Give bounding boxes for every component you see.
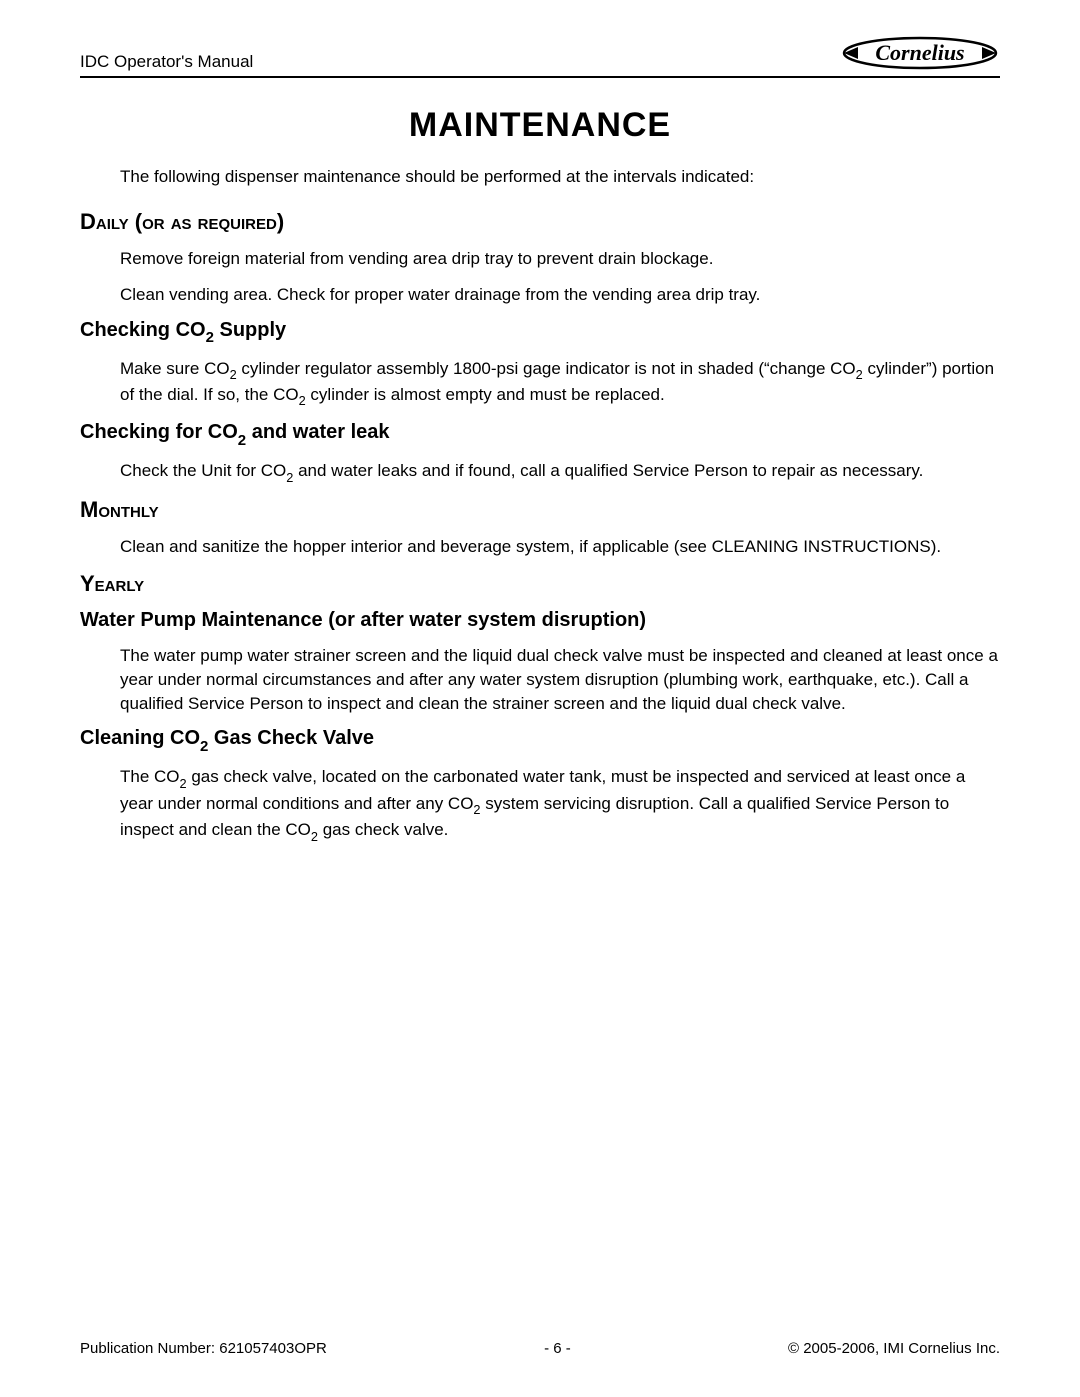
heading-text-post: Gas Check Valve: [208, 727, 374, 749]
text-segment: gas check valve.: [318, 820, 448, 839]
page-container: IDC Operator's Manual Cornelius MAINTENA…: [0, 0, 1080, 896]
text-segment: cylinder regulator assembly 1800-psi gag…: [237, 359, 856, 378]
page-header: IDC Operator's Manual Cornelius: [80, 34, 1000, 78]
monthly-p1: Clean and sanitize the hopper interior a…: [120, 535, 1000, 559]
page-footer: Publication Number: 621057403OPR - 6 - ©…: [80, 1340, 1000, 1357]
heading-text-post: Supply: [214, 319, 286, 341]
text-sub: 2: [856, 367, 863, 382]
footer-center: - 6 -: [544, 1340, 571, 1357]
heading-text-post: and water leak: [246, 421, 389, 443]
text-segment: The CO: [120, 767, 180, 786]
co2-leak-heading: Checking for CO2 and water leak: [80, 421, 1000, 447]
text-segment: and water leaks and if found, call a qua…: [293, 461, 923, 480]
footer-right: © 2005-2006, IMI Cornelius Inc.: [788, 1340, 1000, 1357]
daily-p1: Remove foreign material from vending are…: [120, 247, 1000, 271]
yearly-heading: Yearly: [80, 571, 1000, 597]
water-pump-heading: Water Pump Maintenance (or after water s…: [80, 609, 1000, 632]
heading-text-pre: Checking for CO: [80, 421, 238, 443]
heading-sub: 2: [200, 738, 208, 755]
text-segment: Check the Unit for CO: [120, 461, 286, 480]
co2-supply-p1: Make sure CO2 cylinder regulator assembl…: [120, 357, 1000, 409]
text-sub: 2: [230, 367, 237, 382]
cornelius-logo: Cornelius: [840, 34, 1000, 72]
heading-sub: 2: [206, 329, 214, 346]
cleaning-co2-heading: Cleaning CO2 Gas Check Valve: [80, 727, 1000, 753]
monthly-heading: Monthly: [80, 497, 1000, 523]
text-sub: 2: [473, 802, 480, 817]
daily-p2: Clean vending area. Check for proper wat…: [120, 283, 1000, 307]
text-sub: 2: [286, 470, 293, 485]
heading-text-pre: Checking CO: [80, 319, 206, 341]
text-segment: cylinder is almost empty and must be rep…: [306, 385, 665, 404]
text-sub: 2: [311, 829, 318, 844]
text-sub: 2: [299, 393, 306, 408]
co2-leak-p1: Check the Unit for CO2 and water leaks a…: [120, 459, 1000, 485]
text-segment: Make sure CO: [120, 359, 230, 378]
svg-text:Cornelius: Cornelius: [875, 40, 964, 65]
daily-heading: Daily (or as required): [80, 209, 1000, 235]
water-pump-p1: The water pump water strainer screen and…: [120, 644, 1000, 715]
main-title: MAINTENANCE: [80, 106, 1000, 145]
text-sub: 2: [180, 776, 187, 791]
intro-text: The following dispenser maintenance shou…: [120, 167, 1000, 187]
heading-sub: 2: [238, 432, 246, 449]
co2-supply-heading: Checking CO2 Supply: [80, 319, 1000, 345]
cleaning-co2-p1: The CO2 gas check valve, located on the …: [120, 765, 1000, 844]
header-title: IDC Operator's Manual: [80, 52, 253, 72]
footer-left: Publication Number: 621057403OPR: [80, 1340, 327, 1357]
heading-text-pre: Cleaning CO: [80, 727, 200, 749]
